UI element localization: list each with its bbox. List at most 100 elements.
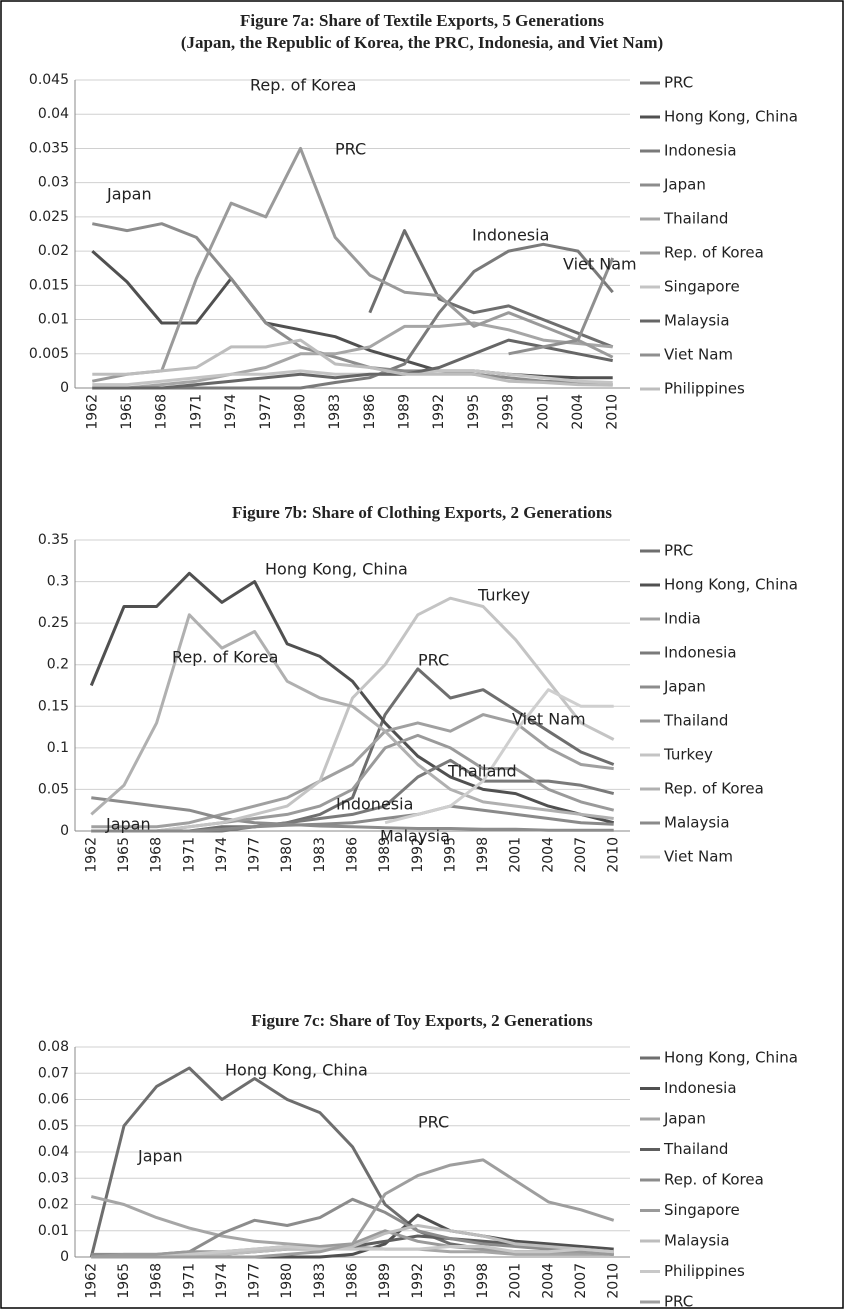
annotation: Japan: [106, 185, 152, 204]
x-tick-label: 1968: [154, 394, 170, 430]
series-line: [91, 804, 614, 833]
y-tick-label: 0.25: [38, 615, 69, 631]
legend-label: Indonesia: [664, 1079, 737, 1097]
y-tick-label: 0.07: [38, 1065, 69, 1081]
annotation: Rep. of Korea: [172, 648, 278, 667]
y-tick-label: 0.02: [38, 1197, 69, 1213]
y-tick-label: 0.05: [38, 781, 69, 797]
y-tick-label: 0.045: [29, 72, 69, 88]
legend-label: Rep. of Korea: [664, 780, 764, 798]
y-tick-label: 0.06: [38, 1092, 69, 1108]
x-tick-label: 1983: [327, 394, 343, 430]
series-line: [368, 229, 614, 349]
series-line: [92, 338, 613, 387]
legend-label: Malaysia: [664, 312, 730, 330]
annotation: Viet Nam: [563, 255, 637, 274]
annotation: Hong Kong, China: [225, 1061, 368, 1080]
x-tick-label: 1998: [501, 394, 517, 430]
x-tick-label: 1995: [442, 1263, 458, 1299]
legend-label: Japan: [663, 678, 706, 696]
legend-label: PRC: [664, 1293, 693, 1310]
annotation: Indonesia: [336, 795, 413, 814]
y-tick-label: 0.015: [29, 277, 69, 293]
legend-label: Turkey: [663, 746, 713, 764]
legend-label: Rep. of Korea: [664, 244, 764, 262]
annotation: Hong Kong, China: [265, 560, 408, 579]
y-tick-label: 0: [60, 823, 69, 839]
x-tick-label: 2010: [606, 1263, 622, 1299]
legend-label: Hong Kong, China: [664, 576, 798, 594]
y-tick-label: 0.35: [38, 532, 69, 548]
x-tick-label: 1977: [258, 394, 274, 430]
x-tick-label: 1977: [247, 1263, 263, 1299]
x-tick-label: 1989: [377, 1263, 393, 1299]
x-tick-label: 1971: [181, 1263, 197, 1299]
annotation: Malaysia: [380, 827, 450, 846]
y-tick-label: 0.03: [38, 175, 69, 191]
x-tick-label: 1971: [181, 837, 197, 873]
annotation: PRC: [418, 651, 449, 670]
x-tick-label: 2004: [570, 394, 586, 430]
chart-title: Figure 7b: Share of Clothing Exports, 2 …: [232, 503, 612, 522]
x-tick-label: 1968: [149, 1263, 165, 1299]
x-tick-label: 1980: [292, 394, 308, 430]
legend-label: Indonesia: [664, 644, 737, 662]
x-tick-label: 1986: [362, 394, 378, 430]
y-tick-label: 0.05: [38, 1118, 69, 1134]
y-tick-label: 0.005: [29, 346, 69, 362]
legend-label: India: [664, 610, 701, 628]
legend-label: Viet Nam: [664, 848, 733, 866]
legend-label: Singapore: [664, 278, 740, 296]
chart-title: Figure 7a: Share of Textile Exports, 5 G…: [240, 11, 604, 30]
annotation: Japan: [137, 1147, 183, 1166]
x-tick-label: 1980: [279, 837, 295, 873]
x-tick-label: 1992: [410, 837, 426, 873]
x-tick-label: 1992: [410, 1263, 426, 1299]
series-line: [92, 146, 614, 383]
series-line: [91, 713, 614, 829]
x-tick-label: 2007: [573, 1263, 589, 1299]
series-line: [508, 257, 615, 356]
y-tick-label: 0.15: [38, 698, 69, 714]
x-tick-label: 1995: [442, 837, 458, 873]
y-tick-label: 0.01: [38, 312, 69, 328]
legend-label: Indonesia: [664, 142, 737, 160]
x-tick-label: 1998: [475, 1263, 491, 1299]
y-tick-label: 0.035: [29, 140, 69, 156]
annotation: PRC: [418, 1113, 449, 1132]
annotation: Rep. of Korea: [250, 76, 356, 95]
y-tick-label: 0.03: [38, 1170, 69, 1186]
y-tick-label: 0: [60, 1249, 69, 1265]
legend-label: Malaysia: [664, 814, 730, 832]
series-line: [92, 222, 613, 387]
x-tick-label: 1971: [188, 394, 204, 430]
x-tick-label: 1974: [223, 394, 239, 430]
x-tick-label: 2010: [605, 394, 621, 430]
annotation: PRC: [335, 140, 366, 159]
series-line: [92, 242, 614, 390]
y-tick-label: 0.2: [47, 657, 69, 673]
legend-label: Thailand: [663, 712, 728, 730]
legend-label: Thailand: [663, 210, 728, 228]
x-tick-label: 2010: [606, 837, 622, 873]
x-tick-label: 1986: [345, 1263, 361, 1299]
y-tick-label: 0.08: [38, 1039, 69, 1055]
x-tick-label: 2004: [540, 1263, 556, 1299]
y-tick-label: 0.3: [47, 574, 69, 590]
legend-label: PRC: [664, 542, 693, 560]
series-line: [384, 688, 614, 825]
series-line: [91, 1158, 615, 1259]
legend-label: Japan: [663, 1110, 706, 1128]
legend-label: Singapore: [664, 1201, 740, 1219]
x-tick-label: 2001: [508, 837, 524, 873]
series-line: [91, 1245, 614, 1259]
y-tick-label: 0.1: [47, 740, 69, 756]
y-tick-label: 0: [60, 380, 69, 396]
x-tick-label: 2001: [508, 1263, 524, 1299]
legend-label: PRC: [664, 74, 693, 92]
x-tick-label: 2007: [573, 837, 589, 873]
x-tick-label: 1965: [116, 837, 132, 873]
x-tick-label: 1974: [214, 1263, 230, 1299]
x-tick-label: 1968: [149, 837, 165, 873]
